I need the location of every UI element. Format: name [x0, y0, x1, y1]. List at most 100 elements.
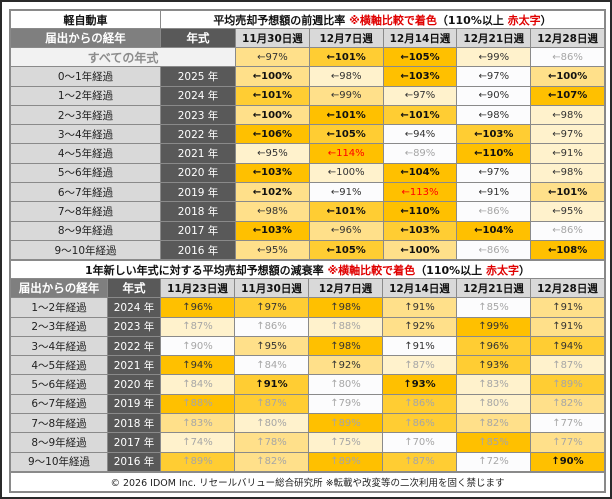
week-header: 12月21日週 — [456, 278, 531, 299]
ratio-cell: ←91% — [308, 182, 384, 203]
ratio-cell: ↑91% — [234, 374, 309, 395]
table-row: 3～4年経過 2022 年 ←106% ←105% ←94% ←103% ←97% — [10, 124, 605, 145]
all-years-row: すべての年式 ←97% ←101% ←105% ←99% ←86% — [10, 46, 605, 68]
age-label: 3～4年経過 — [10, 335, 108, 357]
ratio-cell: ←86% — [456, 239, 532, 261]
ratio-cell: ←104% — [382, 162, 458, 184]
ratio-cell: ↑85% — [456, 297, 531, 318]
ratio-cell: ↑80% — [456, 393, 531, 415]
week-header: 12月28日週 — [530, 28, 605, 48]
age-label: 1～2年経過 — [10, 297, 108, 318]
table-row: 9～10年経過 2016 年 ↑89% ↑82% ↑89% ↑87% ↑72% ↑90% — [10, 451, 605, 472]
table-row: 6～7年経過 2019 年 ←102% ←91% ←113% ←91% ←101% — [10, 182, 605, 203]
ratio-cell: ←110% — [382, 201, 458, 222]
col-header-age: 届出からの経年 — [10, 278, 108, 299]
ratio-cell: ←97% — [456, 162, 532, 184]
ratio-cell: ←86% — [530, 220, 605, 241]
ratio-cell: ↑83% — [456, 374, 531, 395]
ratio-cell: ←99% — [456, 46, 532, 68]
ratio-cell: ↑88% — [308, 316, 383, 337]
age-label: 2～3年経過 — [10, 316, 108, 337]
age-label: 5～6年経過 — [10, 162, 161, 184]
week-header: 12月21日週 — [456, 28, 532, 48]
model-year: 2025 年 — [160, 66, 236, 87]
age-label: 6～7年経過 — [10, 182, 161, 203]
ratio-cell: ↑87% — [382, 355, 457, 376]
ratio-cell: ↑74% — [160, 432, 235, 453]
ratio-cell: ←100% — [308, 162, 384, 184]
model-year: 2016 年 — [160, 239, 236, 261]
ratio-cell: ←91% — [456, 182, 532, 203]
title-main: 1年新しい年式に対する平均売却予想額の減衰率 — [85, 263, 328, 277]
ratio-cell: ←99% — [308, 85, 384, 106]
ratio-cell: ↑89% — [308, 413, 383, 434]
title-paren-open: （110%以上 — [436, 13, 508, 27]
table-row: 6～7年経過 2019 年 ↑88% ↑87% ↑79% ↑86% ↑80% ↑82% — [10, 393, 605, 415]
ratio-cell: ←97% — [456, 66, 532, 87]
ratio-cell: ↑98% — [308, 335, 383, 357]
age-label: 8～9年経過 — [10, 220, 161, 241]
ratio-cell: ↑89% — [160, 451, 235, 472]
ratio-cell: ←98% — [456, 104, 532, 126]
table-row: 3～4年経過 2022 年 ↑90% ↑95% ↑98% ↑91% ↑96% ↑94% — [10, 335, 605, 357]
age-label: 5～6年経過 — [10, 374, 108, 395]
model-year: 2019 年 — [107, 393, 161, 415]
ratio-cell: ↑95% — [234, 335, 309, 357]
ratio-cell: ←105% — [308, 124, 384, 145]
table-row: 1～2年経過 2024 年 ↑96% ↑97% ↑98% ↑91% ↑85% ↑91% — [10, 297, 605, 318]
title-main: 平均売却予想額の前週比率 — [213, 13, 350, 27]
ratio-cell: ↑93% — [382, 374, 457, 395]
ratio-cell: ←102% — [235, 182, 310, 203]
model-year: 2017 年 — [107, 432, 161, 453]
table-row: 8～9年経過 2017 年 ↑74% ↑78% ↑75% ↑70% ↑85% ↑77% — [10, 432, 605, 453]
week-header: 12月14日週 — [382, 278, 457, 299]
model-year: 2020 年 — [160, 162, 236, 184]
ratio-cell: ←103% — [456, 124, 532, 145]
week-header: 12月7日週 — [308, 28, 384, 48]
ratio-cell: ↑96% — [456, 335, 531, 357]
ratio-cell: ↑87% — [234, 393, 309, 415]
ratio-cell: ←103% — [235, 162, 310, 184]
ratio-cell: ←91% — [530, 143, 605, 164]
week-header: 11月23日週 — [160, 278, 235, 299]
ratio-cell: ←96% — [308, 220, 384, 241]
model-year: 2016 年 — [107, 451, 161, 472]
model-year: 2021 年 — [160, 143, 236, 164]
all-years-label: すべての年式 — [10, 46, 236, 68]
ratio-cell: ↑86% — [234, 316, 309, 337]
ratio-cell: ↑82% — [530, 393, 605, 415]
ratio-cell: ↑86% — [382, 393, 457, 415]
age-label: 8～9年経過 — [10, 432, 108, 453]
ratio-cell: ←103% — [235, 220, 310, 241]
age-label: 2～3年経過 — [10, 104, 161, 126]
col-header-year: 年式 — [107, 278, 161, 299]
model-year: 2017 年 — [160, 220, 236, 241]
model-year: 2024 年 — [107, 297, 161, 318]
ratio-cell: ←105% — [382, 46, 458, 68]
ratio-cell: ↑91% — [530, 297, 605, 318]
model-year: 2024 年 — [160, 85, 236, 106]
model-year: 2023 年 — [107, 316, 161, 337]
ratio-cell: ↑94% — [530, 335, 605, 357]
title-row: 1年新しい年式に対する平均売却予想額の減衰率 ※横軸比較で着色（110%以上 赤… — [10, 260, 605, 280]
ratio-cell: ↑93% — [456, 355, 531, 376]
table-row: 7～8年経過 2018 年 ←98% ←101% ←110% ←86% ←95% — [10, 201, 605, 222]
week-header: 12月28日週 — [530, 278, 605, 299]
ratio-cell: ←89% — [382, 143, 458, 164]
table-row: 2～3年経過 2023 年 ←100% ←101% ←101% ←98% ←98% — [10, 104, 605, 126]
ratio-cell: ↑96% — [160, 297, 235, 318]
ratio-cell: ↑87% — [382, 451, 457, 472]
ratio-cell: ←95% — [530, 201, 605, 222]
title-paren-close: ） — [519, 263, 530, 277]
ratio-cell: ←101% — [530, 182, 605, 203]
ratio-cell: ←100% — [235, 104, 310, 126]
ratio-cell: ←107% — [530, 85, 605, 106]
week-header: 11月30日週 — [235, 28, 310, 48]
ratio-cell: ↑78% — [234, 432, 309, 453]
ratio-cell: ←95% — [235, 239, 310, 261]
ratio-cell: ←94% — [382, 124, 458, 145]
ratio-cell: ←98% — [530, 104, 605, 126]
ratio-cell: ←104% — [456, 220, 532, 241]
ratio-cell: ←106% — [235, 124, 310, 145]
ratio-cell: ↑98% — [308, 297, 383, 318]
